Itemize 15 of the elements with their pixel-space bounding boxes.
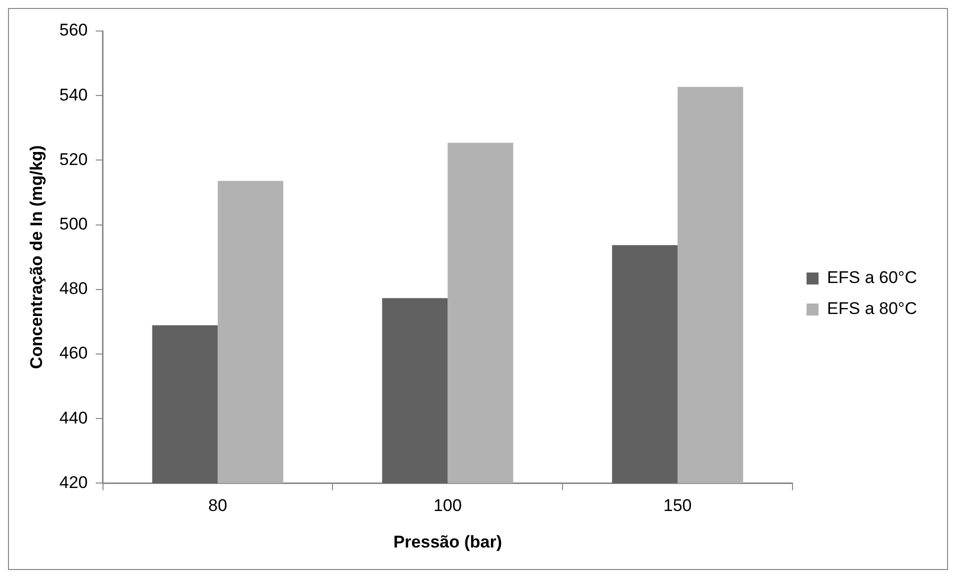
x-tick-label: 100 bbox=[433, 496, 462, 516]
y-tick-label: 520 bbox=[59, 150, 88, 169]
y-tick-label: 560 bbox=[59, 20, 88, 40]
y-tick-label: 500 bbox=[59, 214, 88, 234]
x-tick-label: 80 bbox=[208, 496, 228, 516]
y-tick-label: 460 bbox=[59, 344, 88, 363]
x-axis-title: Pressão (bar) bbox=[393, 532, 502, 552]
y-tick-label: 440 bbox=[59, 408, 88, 428]
legend-label: EFS a 60°C bbox=[827, 268, 918, 288]
y-tick-label: 540 bbox=[59, 85, 88, 104]
y-tick-label: 480 bbox=[59, 279, 88, 298]
y-tick-label: 420 bbox=[59, 472, 88, 492]
x-tick-label: 150 bbox=[663, 496, 692, 516]
legend-label: EFS a 80°C bbox=[827, 299, 918, 318]
y-axis-title: Concentração de In (mg/kg) bbox=[26, 145, 46, 370]
